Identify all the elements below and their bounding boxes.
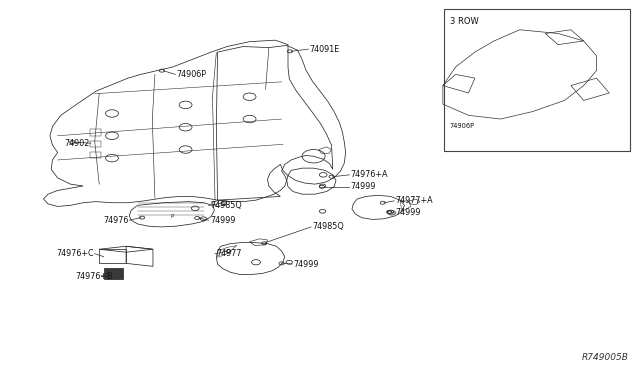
Text: 74999: 74999 (293, 260, 319, 269)
Text: 74976+B: 74976+B (76, 272, 113, 280)
Text: 74999: 74999 (351, 182, 376, 191)
Polygon shape (104, 268, 123, 279)
Text: 74976: 74976 (104, 216, 129, 225)
Text: 74091E: 74091E (310, 45, 340, 54)
Text: 74902: 74902 (64, 139, 90, 148)
Text: 3 ROW: 3 ROW (450, 17, 479, 26)
Bar (444, 9, 630, 151)
Text: p: p (170, 212, 173, 218)
Text: 74906P: 74906P (450, 124, 475, 129)
Text: 74985Q: 74985Q (210, 201, 242, 210)
Text: 74985Q: 74985Q (312, 222, 344, 231)
Text: 74976+A: 74976+A (351, 170, 388, 179)
Text: R749005B: R749005B (582, 353, 628, 362)
Text: 74977: 74977 (216, 249, 242, 258)
Text: 74999: 74999 (396, 208, 421, 217)
Text: 74906P: 74906P (176, 70, 206, 79)
Text: 74977+A: 74977+A (396, 196, 433, 205)
Text: 74976+C: 74976+C (56, 249, 94, 258)
Text: 74999: 74999 (210, 216, 236, 225)
